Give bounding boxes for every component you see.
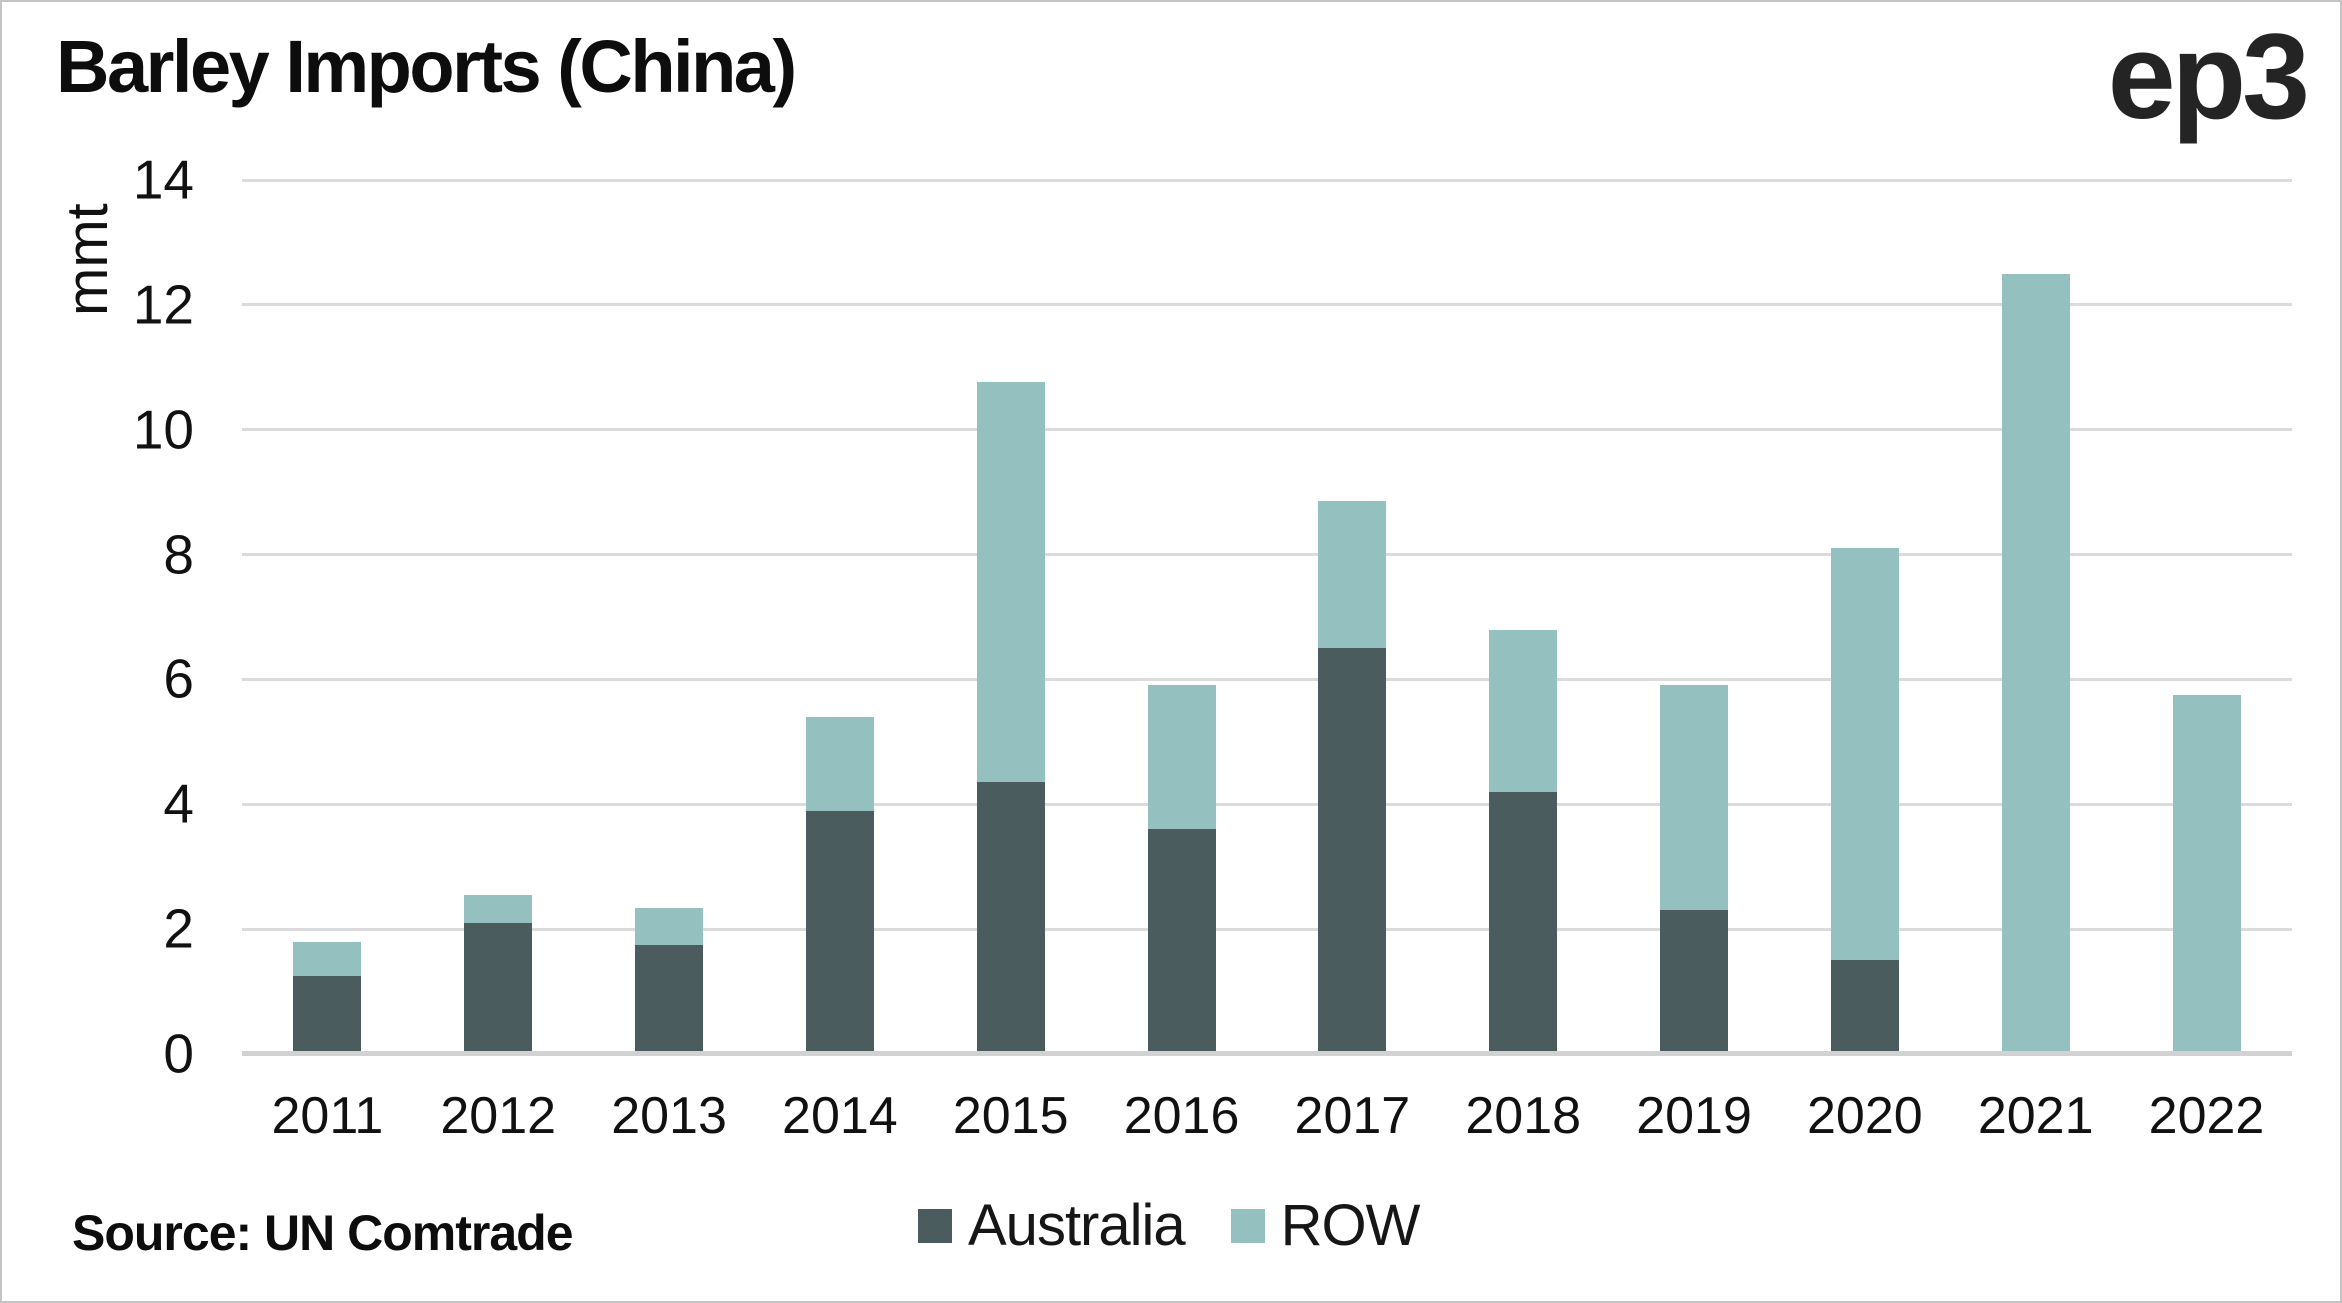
gridline-14	[242, 178, 2292, 182]
bar-segment-row-2017	[1318, 501, 1387, 648]
x-tick-label-2018: 2018	[1465, 1087, 1582, 1145]
x-tick-label-2013: 2013	[611, 1087, 727, 1145]
y-axis-tick-labels: 0 2 4 6 8 10 12 14	[2, 152, 194, 1081]
bar-group-2013	[584, 180, 755, 1054]
gridline-2	[242, 927, 2292, 931]
legend-item-australia: Australia	[918, 1193, 1186, 1258]
legend-label-australia: Australia	[968, 1193, 1186, 1258]
bar-segment-row-2013	[635, 908, 704, 945]
bar-segment-australia-2015	[976, 782, 1045, 1054]
y-tick-label-14: 14	[132, 148, 194, 211]
gridline-4	[242, 802, 2292, 806]
gridline-6	[242, 677, 2292, 681]
bars	[242, 180, 2292, 1054]
x-tick-label-2019: 2019	[1636, 1087, 1752, 1145]
x-tick-label-2021: 2021	[1977, 1087, 2094, 1145]
legend-swatch-australia	[918, 1208, 952, 1243]
x-tick-label-2011: 2011	[271, 1087, 384, 1145]
bar-segment-australia-2018	[1489, 792, 1558, 1054]
y-tick-label-10: 10	[132, 398, 194, 461]
bar-segment-row-2012	[464, 895, 533, 923]
x-tick-label-2022: 2022	[2148, 1087, 2265, 1145]
gridline-8	[242, 553, 2292, 557]
x-axis-tick-labels: 2011 2012 2013 2014 2015 2016 2017 2018 2019 2020…	[242, 1087, 2292, 1145]
bar-segment-australia-2020	[1830, 960, 1899, 1054]
source-note: Source: UN Comtrade	[72, 1205, 574, 1261]
bar-group-2022	[2121, 180, 2292, 1054]
x-tick-label-2020: 2020	[1807, 1087, 1923, 1145]
bar-segment-row-2016	[1147, 685, 1216, 829]
bar-segment-australia-2017	[1318, 648, 1387, 1054]
bar-segment-australia-2011	[293, 976, 362, 1054]
bar-group-2016	[1096, 180, 1267, 1054]
y-tick-label-6: 6	[163, 647, 194, 710]
x-tick-label-2014: 2014	[782, 1087, 898, 1145]
gridline-10	[242, 428, 2292, 432]
bar-segment-row-2018	[1489, 630, 1558, 792]
bar-segment-row-2015	[976, 382, 1045, 782]
bar-segment-australia-2019	[1660, 910, 1729, 1054]
ep3-logo: ep3	[2107, 8, 2310, 144]
bar-group-2011	[242, 180, 413, 1054]
bar-group-2019	[1609, 180, 1780, 1054]
x-tick-label-2012: 2012	[440, 1087, 557, 1145]
legend: Australia ROW	[918, 1193, 1421, 1258]
bar-segment-row-2022	[2172, 695, 2241, 1054]
x-tick-label-2015: 2015	[952, 1087, 1069, 1145]
bar-group-2017	[1267, 180, 1438, 1054]
legend-swatch-row	[1230, 1208, 1265, 1243]
bar-group-2018	[1438, 180, 1609, 1054]
y-tick-label-8: 8	[163, 523, 194, 586]
bar-segment-australia-2012	[464, 923, 533, 1054]
y-tick-label-2: 2	[163, 897, 194, 960]
bar-segment-australia-2014	[805, 811, 874, 1054]
x-tick-label-2016: 2016	[1123, 1087, 1240, 1145]
y-tick-label-12: 12	[132, 273, 194, 336]
x-axis-line	[242, 1051, 2292, 1056]
bar-group-2015	[925, 180, 1096, 1054]
y-tick-label-4: 4	[163, 772, 194, 835]
bar-segment-australia-2013	[635, 945, 704, 1054]
bar-segment-row-2019	[1660, 685, 1729, 910]
legend-label-row: ROW	[1280, 1193, 1421, 1258]
bar-segment-row-2020	[1830, 548, 1899, 960]
bar-group-2020	[1779, 180, 1950, 1054]
bar-segment-row-2021	[2001, 274, 2070, 1054]
legend-item-row: ROW	[1230, 1193, 1421, 1258]
y-tick-label-0: 0	[163, 1022, 194, 1085]
gridline-12	[242, 303, 2292, 307]
chart-title: Barley Imports (China)	[56, 25, 797, 108]
bar-segment-row-2014	[805, 717, 874, 811]
bar-group-2021	[1950, 180, 2121, 1054]
x-tick-label-2017: 2017	[1294, 1087, 1411, 1145]
bar-group-2014	[754, 180, 925, 1054]
bar-segment-australia-2016	[1147, 829, 1216, 1054]
plot-area	[242, 178, 2292, 1056]
bar-segment-row-2011	[293, 942, 362, 976]
bar-group-2012	[413, 180, 584, 1054]
